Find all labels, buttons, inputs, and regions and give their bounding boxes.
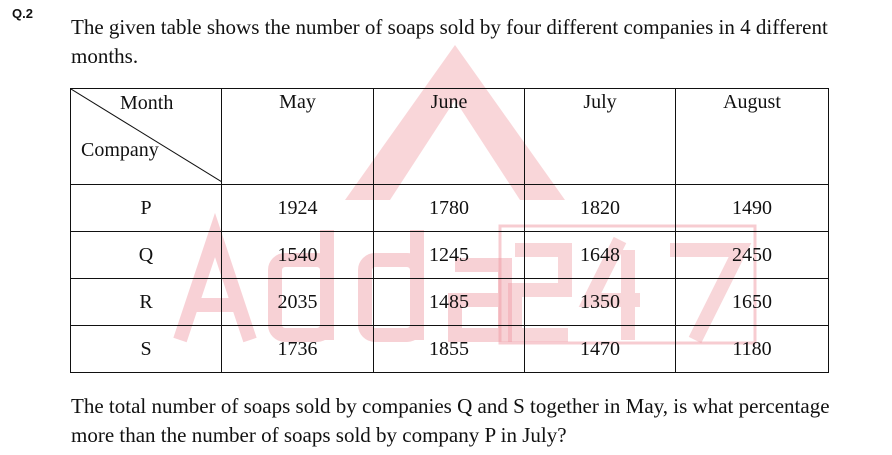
table-row: P 1924 1780 1820 1490	[70, 184, 829, 232]
table-cell: 2450	[675, 231, 829, 279]
company-label: S	[70, 325, 222, 373]
month-header: August	[675, 88, 829, 185]
question-text: The total number of soaps sold by compan…	[71, 394, 830, 447]
corner-company-label: Company	[81, 139, 159, 161]
company-label: P	[70, 184, 222, 232]
table-cell: 1736	[221, 325, 374, 373]
table-row: S 1736 1855 1470 1180	[70, 325, 829, 373]
company-label: Q	[70, 231, 222, 279]
month-header: June	[373, 88, 525, 185]
table-cell: 1485	[373, 278, 525, 326]
question-number: Q.2	[12, 6, 33, 21]
table-row: Q 1540 1245 1648 2450	[70, 231, 829, 279]
month-header: July	[524, 88, 676, 185]
table-cell: 1180	[675, 325, 829, 373]
table-cell: 1470	[524, 325, 676, 373]
table-cell: 1780	[373, 184, 525, 232]
table-row: R 2035 1485 1350 1650	[70, 278, 829, 326]
table-corner-cell: Month Company	[70, 88, 222, 185]
soap-sales-table: Month Company May June July August P 192…	[70, 88, 829, 373]
table-cell: 1650	[675, 278, 829, 326]
table-header-row: Month Company May June July August	[70, 88, 829, 185]
table-cell: 1648	[524, 231, 676, 279]
table-cell: 1245	[373, 231, 525, 279]
company-label: R	[70, 278, 222, 326]
table-cell: 1350	[524, 278, 676, 326]
month-header: May	[221, 88, 374, 185]
table-cell: 1540	[221, 231, 374, 279]
table-cell: 1855	[373, 325, 525, 373]
corner-month-label: Month	[120, 92, 174, 114]
table-cell: 1924	[221, 184, 374, 232]
table-cell: 2035	[221, 278, 374, 326]
table-cell: 1820	[524, 184, 676, 232]
intro-text: The given table shows the number of soap…	[71, 15, 828, 68]
corner-diagonal-line	[71, 89, 222, 182]
table-cell: 1490	[675, 184, 829, 232]
